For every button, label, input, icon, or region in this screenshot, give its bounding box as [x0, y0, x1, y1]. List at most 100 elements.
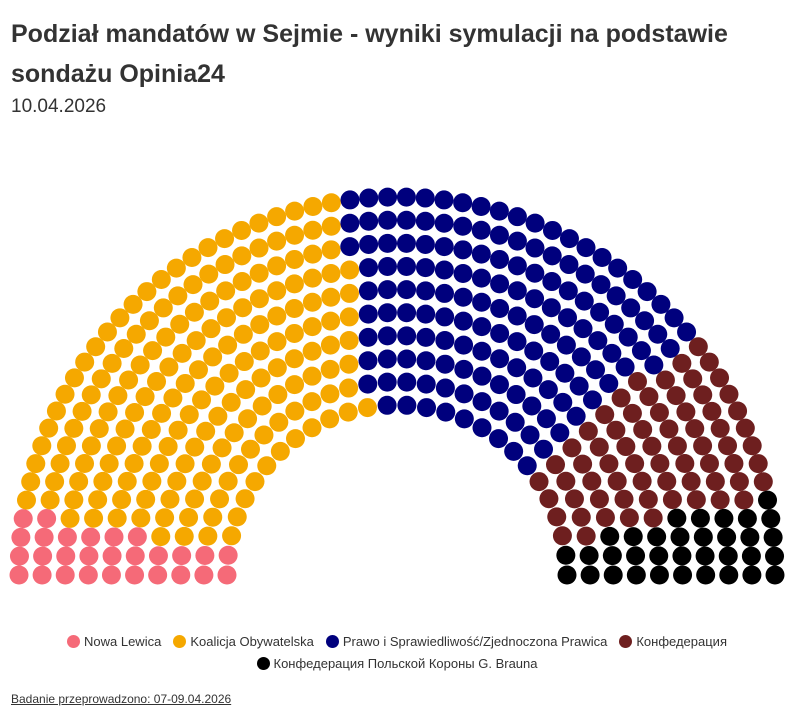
seat-2-49[interactable] — [55, 384, 75, 404]
seat-5-6[interactable] — [623, 527, 643, 547]
seat-3-126[interactable] — [621, 298, 641, 318]
seat-1-8[interactable] — [55, 565, 75, 585]
seat-3-70[interactable] — [472, 317, 492, 337]
seat-1-3[interactable] — [171, 565, 191, 585]
seat-2-154[interactable] — [284, 274, 304, 294]
seat-1-19[interactable] — [11, 527, 31, 547]
seat-2-111[interactable] — [285, 429, 305, 449]
seat-2-32[interactable] — [56, 436, 76, 456]
seat-3-1[interactable] — [358, 374, 378, 394]
legend-item-pis[interactable]: Prawo i Sprawiedliwość/Zjednoczona Prawi… — [325, 634, 607, 649]
seat-3-66[interactable] — [472, 292, 492, 312]
seat-2-130[interactable] — [215, 255, 235, 275]
seat-5-26[interactable] — [580, 565, 600, 585]
seat-4-62[interactable] — [686, 490, 706, 510]
seat-4-6[interactable] — [672, 353, 692, 373]
seat-2-24[interactable] — [160, 489, 180, 509]
seat-3-56[interactable] — [453, 287, 473, 307]
seat-2-40[interactable] — [149, 454, 169, 474]
seat-1-16[interactable] — [125, 546, 145, 566]
seat-3-4[interactable] — [340, 213, 360, 233]
seat-3-122[interactable] — [555, 363, 575, 383]
seat-1-11[interactable] — [9, 546, 29, 566]
survey-date-note[interactable]: Badanie przeprowadzono: 07-09.04.2026 — [11, 692, 232, 706]
seat-2-4[interactable] — [84, 508, 104, 528]
seat-2-75[interactable] — [130, 355, 150, 375]
seat-2-158[interactable] — [284, 249, 304, 269]
seat-3-133[interactable] — [586, 360, 606, 380]
seat-3-30[interactable] — [397, 349, 417, 369]
seat-2-3[interactable] — [174, 526, 194, 546]
seat-2-88[interactable] — [123, 294, 143, 314]
seat-2-16[interactable] — [112, 490, 132, 510]
seat-3-46[interactable] — [435, 283, 454, 303]
seat-4-56[interactable] — [638, 489, 658, 509]
seat-5-21[interactable] — [695, 546, 715, 566]
seat-3-144[interactable] — [566, 406, 586, 426]
seat-2-169[interactable] — [321, 287, 341, 307]
seat-3-147[interactable] — [517, 456, 537, 476]
seat-2-70[interactable] — [196, 421, 216, 441]
seat-3-29[interactable] — [397, 326, 417, 346]
seat-3-28[interactable] — [397, 303, 417, 323]
seat-3-118[interactable] — [606, 286, 626, 306]
seat-2-100[interactable] — [170, 314, 190, 334]
seat-3-12[interactable] — [359, 188, 379, 208]
seat-5-16[interactable] — [763, 527, 783, 547]
seat-4-41[interactable] — [693, 436, 713, 456]
seat-4-43[interactable] — [718, 436, 738, 456]
seat-2-173[interactable] — [339, 331, 359, 350]
seat-3-139[interactable] — [648, 324, 668, 344]
seat-3-51[interactable] — [453, 240, 473, 260]
seat-2-2[interactable] — [60, 508, 80, 528]
seat-2-8[interactable] — [40, 490, 60, 510]
seat-4-1[interactable] — [627, 371, 647, 391]
seat-3-32[interactable] — [397, 395, 417, 415]
seat-3-79[interactable] — [507, 281, 527, 301]
seat-2-155[interactable] — [302, 317, 322, 337]
seat-2-112[interactable] — [218, 335, 238, 355]
seat-2-78[interactable] — [97, 322, 117, 342]
seat-3-59[interactable] — [453, 311, 473, 331]
seat-3-48[interactable] — [453, 193, 473, 213]
seat-4-63[interactable] — [619, 508, 639, 528]
seat-2-108[interactable] — [269, 412, 289, 432]
seat-3-80[interactable] — [490, 323, 510, 343]
seat-1-14[interactable] — [79, 546, 99, 566]
seat-2-163[interactable] — [303, 268, 323, 288]
seat-2-132[interactable] — [285, 375, 305, 395]
seat-2-39[interactable] — [107, 436, 127, 456]
seat-2-92[interactable] — [188, 360, 208, 380]
seat-4-9[interactable] — [639, 387, 659, 407]
seat-2-107[interactable] — [168, 286, 188, 306]
seat-4-53[interactable] — [681, 471, 701, 491]
seat-3-98[interactable] — [541, 298, 561, 318]
seat-3-132[interactable] — [569, 376, 589, 396]
seat-3-44[interactable] — [416, 374, 436, 394]
seat-3-102[interactable] — [489, 401, 509, 421]
seat-4-44[interactable] — [675, 454, 695, 473]
seat-2-51[interactable] — [158, 437, 178, 457]
seat-5-27[interactable] — [603, 565, 623, 585]
seat-3-5[interactable] — [340, 190, 360, 210]
seat-3-7[interactable] — [358, 304, 378, 324]
seat-2-9[interactable] — [131, 508, 151, 528]
seat-2-65[interactable] — [229, 455, 248, 475]
seat-3-43[interactable] — [434, 237, 454, 257]
seat-2-139[interactable] — [284, 349, 304, 369]
seat-2-68[interactable] — [119, 370, 139, 390]
seat-2-14[interactable] — [21, 472, 41, 492]
seat-3-71[interactable] — [490, 274, 510, 294]
seat-3-47[interactable] — [417, 398, 437, 418]
seat-4-42[interactable] — [735, 418, 755, 438]
seat-4-2[interactable] — [611, 388, 631, 408]
seat-3-54[interactable] — [435, 354, 455, 374]
seat-4-21[interactable] — [633, 419, 653, 439]
seat-3-35[interactable] — [415, 234, 435, 254]
seat-3-77[interactable] — [525, 213, 545, 233]
seat-3-57[interactable] — [471, 220, 491, 240]
seat-2-89[interactable] — [139, 311, 159, 331]
seat-2-105[interactable] — [252, 396, 272, 416]
seat-3-23[interactable] — [396, 187, 416, 207]
legend-item-konfederacja[interactable]: Конфедерация — [619, 634, 727, 649]
